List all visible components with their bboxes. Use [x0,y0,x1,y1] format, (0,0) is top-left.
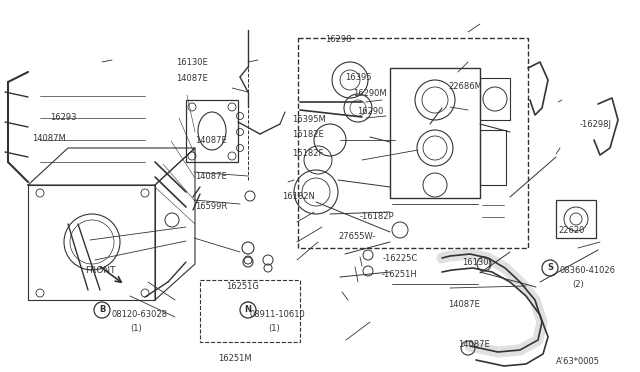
Text: 16290: 16290 [357,107,383,116]
Text: 16599R: 16599R [195,202,227,211]
Text: 08911-10610: 08911-10610 [250,310,306,319]
Text: 14087E: 14087E [195,172,227,181]
Bar [480,78,510,120]
Text: (1): (1) [268,324,280,333]
Circle shape [240,302,256,318]
Text: 16293: 16293 [50,113,77,122]
Text: 14087M: 14087M [32,134,66,143]
Circle shape [94,302,110,318]
Text: 08120-63028: 08120-63028 [112,310,168,319]
Text: -16251H: -16251H [382,270,418,279]
Text: -16225C: -16225C [383,254,419,263]
Text: A'63*0005: A'63*0005 [556,357,600,366]
Text: 16298: 16298 [325,35,351,44]
Text: 14087E: 14087E [195,136,227,145]
Bar [200,280,300,342]
Text: 16251G: 16251G [226,282,259,291]
Text: 22686M: 22686M [448,82,482,91]
Circle shape [542,260,558,276]
Text: (1): (1) [130,324,141,333]
Text: 16395: 16395 [345,73,371,82]
Bar [556,200,596,238]
Text: 16251M: 16251M [218,354,252,363]
Text: (2): (2) [572,280,584,289]
Text: 14087E: 14087E [448,300,480,309]
Text: 16182F: 16182F [292,149,323,158]
Bar [186,100,238,162]
Bar [298,38,528,248]
Text: 14087E: 14087E [176,74,208,83]
Text: 16395M: 16395M [292,115,326,124]
Text: 16182N: 16182N [282,192,315,201]
Text: N: N [244,305,252,314]
Text: S: S [547,263,553,273]
Text: 08360-41026: 08360-41026 [560,266,616,275]
Text: 16290M: 16290M [353,89,387,98]
Text: FRONT: FRONT [85,266,115,275]
Text: 16130E: 16130E [176,58,208,67]
Text: 16182E: 16182E [292,130,324,139]
Text: 16130J: 16130J [462,258,491,267]
Text: 22620: 22620 [558,226,584,235]
Text: -16182P: -16182P [360,212,395,221]
Text: -16298J: -16298J [580,120,612,129]
Text: 27655W-: 27655W- [338,232,376,241]
Text: B: B [99,305,105,314]
Bar [390,68,480,198]
Bar [480,130,506,185]
Text: 14087E: 14087E [458,340,490,349]
